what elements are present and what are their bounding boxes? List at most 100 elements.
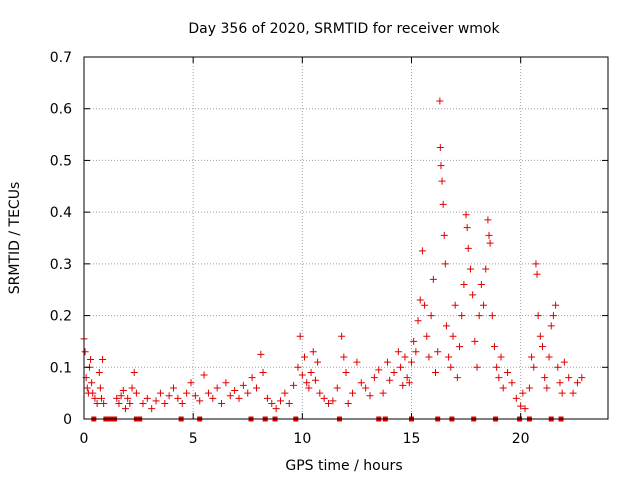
data-point bbox=[521, 405, 529, 413]
data-point bbox=[204, 389, 212, 397]
data-point bbox=[418, 247, 426, 255]
data-point bbox=[285, 399, 293, 407]
data-point bbox=[257, 350, 265, 358]
data-point bbox=[530, 363, 538, 371]
data-point bbox=[556, 379, 564, 387]
data-point bbox=[439, 200, 447, 208]
data-point bbox=[132, 389, 140, 397]
data-point bbox=[469, 291, 477, 299]
y-axis-label: SRMTID / TECUs bbox=[7, 182, 23, 295]
data-point bbox=[447, 363, 455, 371]
chart-title: Day 356 of 2020, SRMTID for receiver wmo… bbox=[188, 21, 500, 37]
y-tick-label: 0.6 bbox=[50, 102, 72, 118]
data-point bbox=[534, 312, 542, 320]
data-point bbox=[213, 384, 221, 392]
data-point bbox=[442, 322, 450, 330]
data-point bbox=[484, 216, 492, 224]
data-point bbox=[119, 387, 127, 395]
data-point bbox=[519, 389, 527, 397]
data-point bbox=[401, 353, 409, 361]
data-point bbox=[399, 381, 407, 389]
data-point bbox=[307, 368, 315, 376]
data-point bbox=[366, 392, 374, 400]
data-point bbox=[100, 399, 108, 407]
data-point bbox=[383, 358, 391, 366]
data-point bbox=[277, 397, 284, 405]
data-point bbox=[209, 394, 217, 402]
data-point bbox=[311, 376, 319, 384]
data-point bbox=[121, 405, 129, 413]
data-point bbox=[340, 353, 348, 361]
data-point bbox=[268, 399, 276, 407]
data-point bbox=[139, 399, 147, 407]
x-tick-labels: 0 5 10 15 20 bbox=[80, 431, 530, 447]
data-point bbox=[427, 312, 435, 320]
data-point bbox=[440, 231, 448, 239]
data-point bbox=[549, 312, 557, 320]
data-point bbox=[248, 374, 256, 382]
data-point bbox=[325, 399, 333, 407]
data-point bbox=[329, 397, 337, 405]
data-point bbox=[416, 296, 424, 304]
data-point bbox=[403, 374, 411, 382]
data-point bbox=[485, 231, 493, 239]
data-point bbox=[497, 353, 505, 361]
data-point bbox=[191, 392, 199, 400]
data-point bbox=[156, 389, 164, 397]
data-point bbox=[316, 389, 324, 397]
data-point bbox=[460, 281, 468, 289]
data-point bbox=[477, 281, 485, 289]
axis-ticks bbox=[83, 56, 608, 420]
x-tick-label: 5 bbox=[189, 431, 198, 447]
data-point bbox=[504, 368, 512, 376]
data-point bbox=[386, 376, 394, 384]
data-point bbox=[423, 332, 431, 340]
data-point bbox=[495, 374, 503, 382]
data-point bbox=[263, 394, 271, 402]
data-point bbox=[541, 374, 549, 382]
data-point bbox=[558, 389, 566, 397]
data-point bbox=[429, 275, 437, 283]
data-point bbox=[303, 379, 311, 387]
data-point bbox=[565, 374, 573, 382]
data-point bbox=[412, 348, 420, 356]
data-point bbox=[512, 394, 520, 402]
data-point bbox=[499, 384, 507, 392]
data-point bbox=[539, 343, 546, 351]
data-point bbox=[99, 356, 107, 364]
x-tick-label: 0 bbox=[80, 431, 89, 447]
data-point bbox=[547, 322, 555, 330]
data-point bbox=[170, 384, 178, 392]
data-point bbox=[93, 399, 101, 407]
x-tick-label: 20 bbox=[512, 431, 530, 447]
data-point bbox=[410, 337, 418, 345]
data-point bbox=[183, 389, 191, 397]
data-point bbox=[493, 363, 501, 371]
data-point bbox=[349, 389, 357, 397]
data-point bbox=[89, 389, 97, 397]
data-point bbox=[490, 343, 498, 351]
data-point bbox=[353, 358, 361, 366]
data-point bbox=[344, 399, 352, 407]
data-point bbox=[463, 224, 471, 232]
data-point bbox=[333, 384, 341, 392]
y-tick-label: 0.5 bbox=[50, 153, 72, 169]
data-point bbox=[545, 353, 553, 361]
data-point bbox=[95, 368, 103, 376]
data-point bbox=[152, 397, 160, 405]
data-point bbox=[81, 348, 89, 356]
data-point bbox=[338, 332, 346, 340]
data-point bbox=[161, 399, 169, 407]
data-point bbox=[370, 374, 378, 382]
data-point bbox=[375, 366, 383, 374]
data-point bbox=[462, 211, 470, 219]
data-point bbox=[434, 348, 442, 356]
data-point bbox=[379, 389, 387, 397]
data-point bbox=[528, 353, 536, 361]
x-axis-label: GPS time / hours bbox=[285, 458, 402, 474]
data-point bbox=[517, 402, 525, 410]
grid bbox=[84, 57, 608, 419]
data-point bbox=[425, 353, 433, 361]
data-point bbox=[405, 379, 413, 387]
